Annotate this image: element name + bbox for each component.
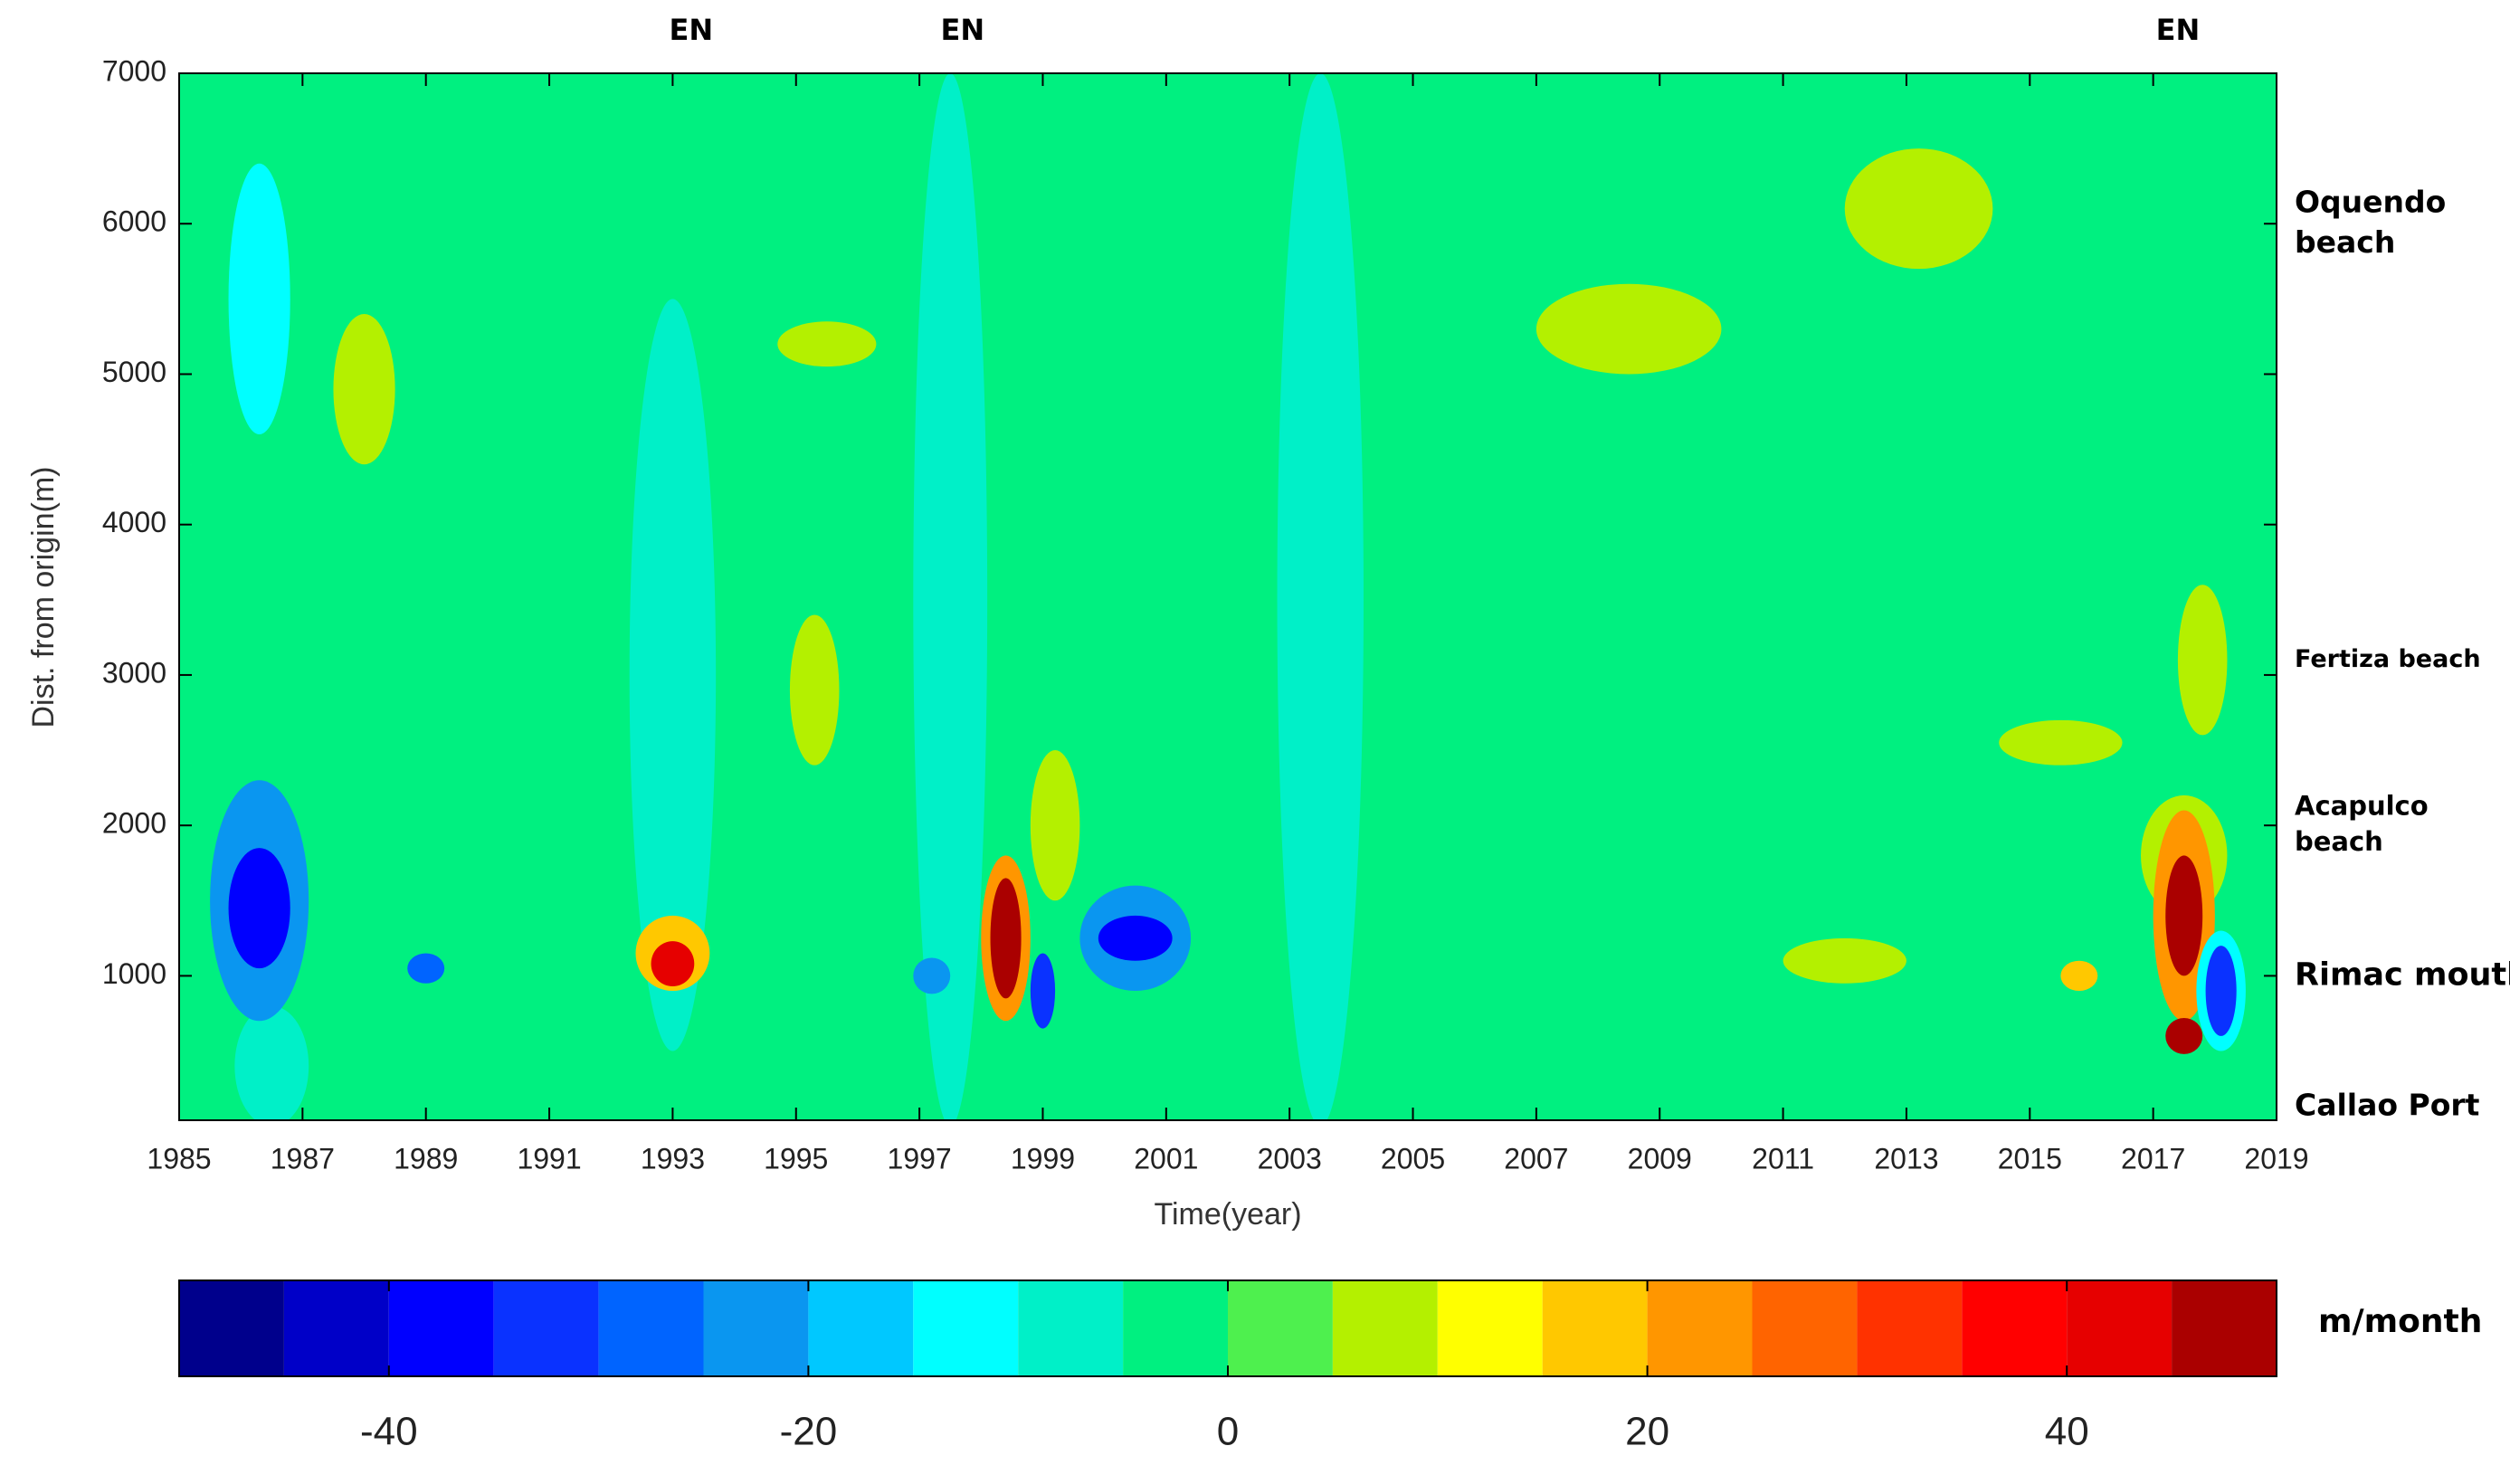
colorbar-cell	[1857, 1280, 1963, 1376]
contour-region	[789, 614, 840, 766]
colorbar-cell	[1437, 1280, 1543, 1376]
x-axis-title: Time(year)	[1154, 1197, 1301, 1232]
location-label: beach	[2295, 826, 2383, 857]
contour-region	[777, 321, 877, 367]
location-label: Acapulco	[2295, 791, 2429, 822]
x-tick-label: 2009	[1628, 1142, 1692, 1175]
contour-region	[913, 73, 988, 1120]
contour-region	[228, 848, 290, 969]
event-label: EN	[2156, 13, 2201, 47]
colorbar-cell	[1962, 1280, 2068, 1376]
location-label: beach	[2295, 224, 2395, 260]
contour-region	[651, 941, 695, 987]
colorbar-tick-label: -40	[360, 1410, 418, 1454]
contour-region	[1844, 148, 1993, 270]
colorbar-cell	[1018, 1280, 1124, 1376]
y-tick-label: 1000	[102, 957, 166, 990]
x-tick-label: 1991	[517, 1142, 581, 1175]
colorbar-cell	[2067, 1280, 2172, 1376]
x-tick-label: 1993	[641, 1142, 705, 1175]
colorbar-cell	[1542, 1280, 1648, 1376]
x-tick-label: 1989	[394, 1142, 458, 1175]
x-tick-label: 1985	[147, 1142, 211, 1175]
contour-field	[179, 73, 2277, 1120]
event-label: EN	[670, 13, 714, 47]
location-label: Fertiza beach	[2295, 645, 2481, 673]
contour-region	[1098, 915, 1173, 961]
x-tick-label: 2003	[1258, 1142, 1322, 1175]
colorbar-cell	[703, 1280, 809, 1376]
contour-region	[2060, 960, 2098, 992]
contour-region	[990, 878, 1022, 999]
event-label: EN	[941, 13, 985, 47]
contour-region	[1277, 73, 1364, 1120]
contour-region	[333, 313, 395, 465]
contour-region	[629, 299, 717, 1051]
location-label: Rimac mouth	[2295, 956, 2510, 993]
contour-region	[228, 163, 290, 434]
contour-region	[1535, 283, 1722, 375]
colorbar-cell	[913, 1280, 1019, 1376]
y-tick-label: 6000	[102, 205, 166, 238]
contour-region	[407, 953, 445, 984]
x-tick-label: 1995	[764, 1142, 828, 1175]
y-tick-label: 4000	[102, 506, 166, 538]
x-tick-label: 2013	[1874, 1142, 1938, 1175]
y-tick-label: 5000	[102, 356, 166, 388]
contour-region	[2165, 855, 2203, 976]
colorbar-label: m/month	[2318, 1303, 2482, 1340]
colorbar-cell	[808, 1280, 914, 1376]
colorbar-cell	[388, 1280, 494, 1376]
y-axis-title: Dist. from origin(m)	[26, 466, 61, 728]
y-tick-label: 7000	[102, 54, 166, 87]
colorbar-cell	[1332, 1280, 1438, 1376]
y-tick-label: 3000	[102, 656, 166, 689]
x-tick-label: 1997	[888, 1142, 952, 1175]
colorbar-cell	[179, 1280, 284, 1376]
location-label: Oquendo	[2295, 184, 2446, 219]
contour-region	[1030, 953, 1056, 1029]
colorbar-cell	[1228, 1280, 1333, 1376]
x-tick-label: 2001	[1134, 1142, 1198, 1175]
colorbar-tick-label: 0	[1217, 1410, 1239, 1454]
x-tick-label: 2011	[1752, 1142, 1814, 1175]
colorbar-cell	[1752, 1280, 1858, 1376]
plot-frame	[178, 72, 2277, 1121]
colorbar-cell	[1647, 1280, 1753, 1376]
x-tick-label: 2007	[1504, 1142, 1568, 1175]
contour-region	[234, 1005, 309, 1120]
contour-region	[2165, 1017, 2203, 1054]
colorbar-cell	[1123, 1280, 1228, 1376]
contour-region	[913, 957, 951, 994]
colorbar-cell	[2172, 1280, 2277, 1376]
contour-region	[1030, 750, 1080, 901]
colorbar-tick-label: 40	[2045, 1410, 2089, 1454]
colorbar-tick-label: 20	[1625, 1410, 1669, 1454]
contour-region	[2177, 585, 2228, 736]
x-tick-label: 1999	[1011, 1142, 1075, 1175]
y-tick-label: 2000	[102, 807, 166, 840]
x-tick-label: 2017	[2121, 1142, 2185, 1175]
location-label: Callao Port	[2295, 1088, 2480, 1123]
contour-region	[2205, 946, 2237, 1036]
colorbar-cell	[493, 1280, 599, 1376]
x-tick-label: 2019	[2244, 1142, 2308, 1175]
contour-region	[1999, 719, 2123, 766]
colorbar-cell	[283, 1280, 389, 1376]
x-tick-label: 2015	[1998, 1142, 2062, 1175]
colorbar-cell	[598, 1280, 704, 1376]
x-tick-label: 1987	[271, 1142, 335, 1175]
contour-region	[1783, 937, 1906, 984]
colorbar-tick-label: -20	[780, 1410, 838, 1454]
x-tick-label: 2005	[1381, 1142, 1445, 1175]
